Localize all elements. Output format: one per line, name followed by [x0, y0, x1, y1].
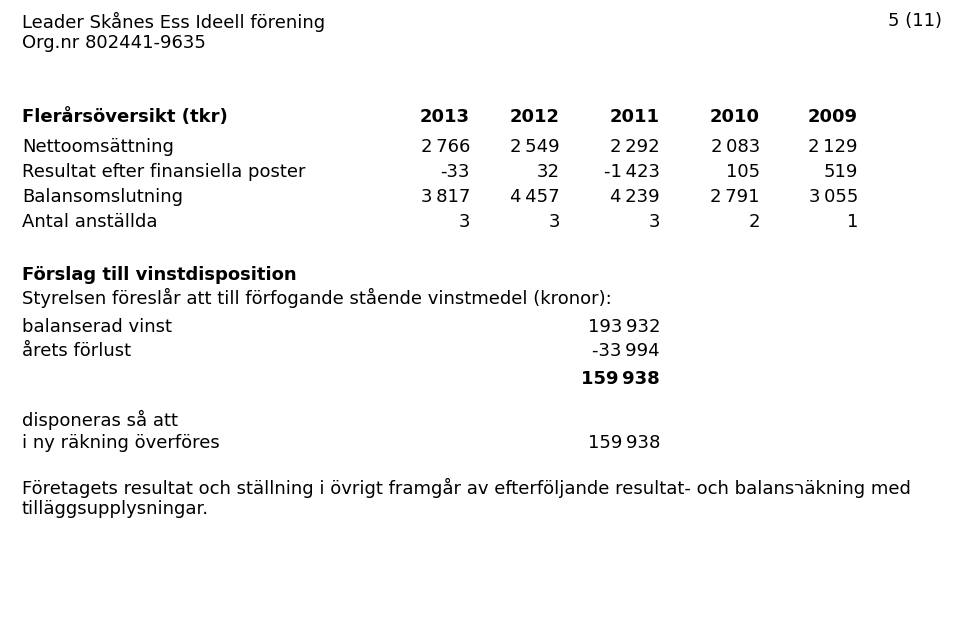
Text: 2013: 2013 — [420, 108, 470, 126]
Text: 2009: 2009 — [808, 108, 858, 126]
Text: -33 994: -33 994 — [592, 342, 660, 360]
Text: Styrelsen föreslår att till förfogande stående vinstmedel (kronor):: Styrelsen föreslår att till förfogande s… — [22, 288, 612, 308]
Text: -1 423: -1 423 — [604, 163, 660, 181]
Text: 5 (11): 5 (11) — [888, 12, 942, 30]
Text: 1: 1 — [847, 213, 858, 231]
Text: 2011: 2011 — [610, 108, 660, 126]
Text: 3: 3 — [649, 213, 660, 231]
Text: 2 766: 2 766 — [420, 138, 470, 156]
Text: 3 055: 3 055 — [808, 188, 858, 206]
Text: disponeras så att: disponeras så att — [22, 410, 178, 430]
Text: 2 549: 2 549 — [511, 138, 560, 156]
Text: Resultat efter finansiella poster: Resultat efter finansiella poster — [22, 163, 305, 181]
Text: Leader Skånes Ess Ideell förening: Leader Skånes Ess Ideell förening — [22, 12, 325, 32]
Text: Flerårsöversikt (tkr): Flerårsöversikt (tkr) — [22, 108, 228, 126]
Text: 159 938: 159 938 — [581, 370, 660, 388]
Text: Förslag till vinstdisposition: Förslag till vinstdisposition — [22, 266, 297, 284]
Text: 2 083: 2 083 — [710, 138, 760, 156]
Text: balanserad vinst: balanserad vinst — [22, 318, 172, 336]
Text: 3: 3 — [459, 213, 470, 231]
Text: -33: -33 — [441, 163, 470, 181]
Text: Antal anställda: Antal anställda — [22, 213, 157, 231]
Text: Företagets resultat och ställning i övrigt framgår av efterföljande resultat- oc: Företagets resultat och ställning i övri… — [22, 478, 911, 498]
Text: 2: 2 — [749, 213, 760, 231]
Text: 4 457: 4 457 — [511, 188, 560, 206]
Text: årets förlust: årets förlust — [22, 342, 132, 360]
Text: 2 791: 2 791 — [710, 188, 760, 206]
Text: 3 817: 3 817 — [420, 188, 470, 206]
Text: Nettoomsättning: Nettoomsättning — [22, 138, 174, 156]
Text: 2010: 2010 — [710, 108, 760, 126]
Text: 2 292: 2 292 — [611, 138, 660, 156]
Text: 159 938: 159 938 — [588, 434, 660, 452]
Text: 2012: 2012 — [510, 108, 560, 126]
Text: 193 932: 193 932 — [588, 318, 660, 336]
Text: 2 129: 2 129 — [808, 138, 858, 156]
Text: Balansomslutning: Balansomslutning — [22, 188, 183, 206]
Text: tilläggsupplysningar.: tilläggsupplysningar. — [22, 500, 209, 518]
Text: 519: 519 — [824, 163, 858, 181]
Text: 4 239: 4 239 — [611, 188, 660, 206]
Text: 105: 105 — [726, 163, 760, 181]
Text: Org.nr 802441-9635: Org.nr 802441-9635 — [22, 34, 205, 52]
Text: i ny räkning överföres: i ny räkning överföres — [22, 434, 220, 452]
Text: 3: 3 — [548, 213, 560, 231]
Text: 32: 32 — [537, 163, 560, 181]
